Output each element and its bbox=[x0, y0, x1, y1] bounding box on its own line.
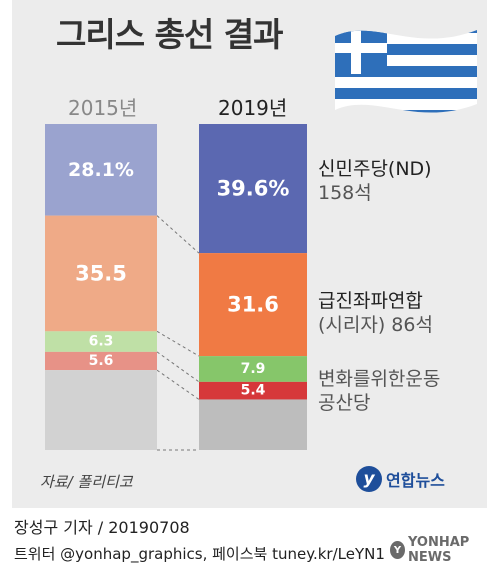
bar-segment bbox=[199, 253, 307, 357]
legend-others: 변화를위한운동 공산당 bbox=[318, 367, 440, 415]
legend-syriza: 급진좌파연합 (시리자) 86석 bbox=[318, 289, 433, 337]
data-label: 6.3 bbox=[89, 334, 114, 350]
bar-segment bbox=[199, 356, 307, 382]
bar-segment bbox=[45, 331, 157, 352]
yonhap-logo-text: 연합뉴스 bbox=[386, 471, 445, 490]
social-line: 트위터 @yonhap_graphics, 페이스북 tuney.kr/LeYN… bbox=[14, 545, 385, 563]
legend-syriza-name: 급진좌파연합 bbox=[318, 290, 423, 312]
watermark-text: YONHAP NEWS bbox=[407, 535, 470, 565]
data-label: 35.5 bbox=[75, 261, 127, 285]
year-label-2015: 2015년 bbox=[68, 96, 138, 120]
connector-line bbox=[156, 330, 200, 357]
legend-nd-seats: 158석 bbox=[318, 182, 372, 204]
credit-line: 장성구 기자 / 20190708 bbox=[14, 518, 190, 537]
legend-kinal-name: 변화를위한운동 bbox=[318, 368, 441, 390]
watermark: Y YONHAP NEWS bbox=[390, 535, 499, 565]
connector-line bbox=[156, 369, 200, 400]
page-title: 그리스 총선 결과 bbox=[56, 15, 283, 54]
data-label: 39.6% bbox=[217, 177, 290, 201]
bar-segment bbox=[199, 124, 307, 254]
flag-stripe bbox=[335, 66, 477, 77]
bar-segment bbox=[45, 370, 157, 450]
connector-line bbox=[156, 351, 200, 383]
bar-segment bbox=[45, 351, 157, 371]
legend-syriza-seats: (시리자) 86석 bbox=[318, 314, 433, 336]
data-label: 7.9 bbox=[241, 361, 266, 377]
flag-stripe bbox=[335, 44, 477, 55]
bar-segment bbox=[45, 124, 157, 216]
greek-flag-icon bbox=[335, 30, 477, 113]
watermark-icon: Y bbox=[390, 541, 405, 559]
bar-segment bbox=[45, 215, 157, 332]
connector-line bbox=[156, 215, 200, 254]
flag-stripe bbox=[335, 88, 477, 99]
source-note: 자료/ 폴리티코 bbox=[40, 473, 133, 491]
yonhap-logo: y 연합뉴스 bbox=[356, 466, 445, 492]
bar-segment bbox=[199, 399, 307, 450]
data-label: 28.1% bbox=[68, 159, 134, 181]
legend-nd-name: 신민주당(ND) bbox=[318, 158, 432, 180]
data-label: 5.4 bbox=[241, 383, 266, 399]
data-label: 31.6 bbox=[227, 293, 279, 317]
legend-kke-name: 공산당 bbox=[318, 392, 371, 414]
year-label-2019: 2019년 bbox=[218, 96, 288, 120]
data-label: 5.6 bbox=[89, 353, 114, 369]
legend-nd: 신민주당(ND) 158석 bbox=[318, 157, 432, 205]
yonhap-logo-icon: y bbox=[356, 466, 382, 492]
bar-segment bbox=[199, 381, 307, 400]
